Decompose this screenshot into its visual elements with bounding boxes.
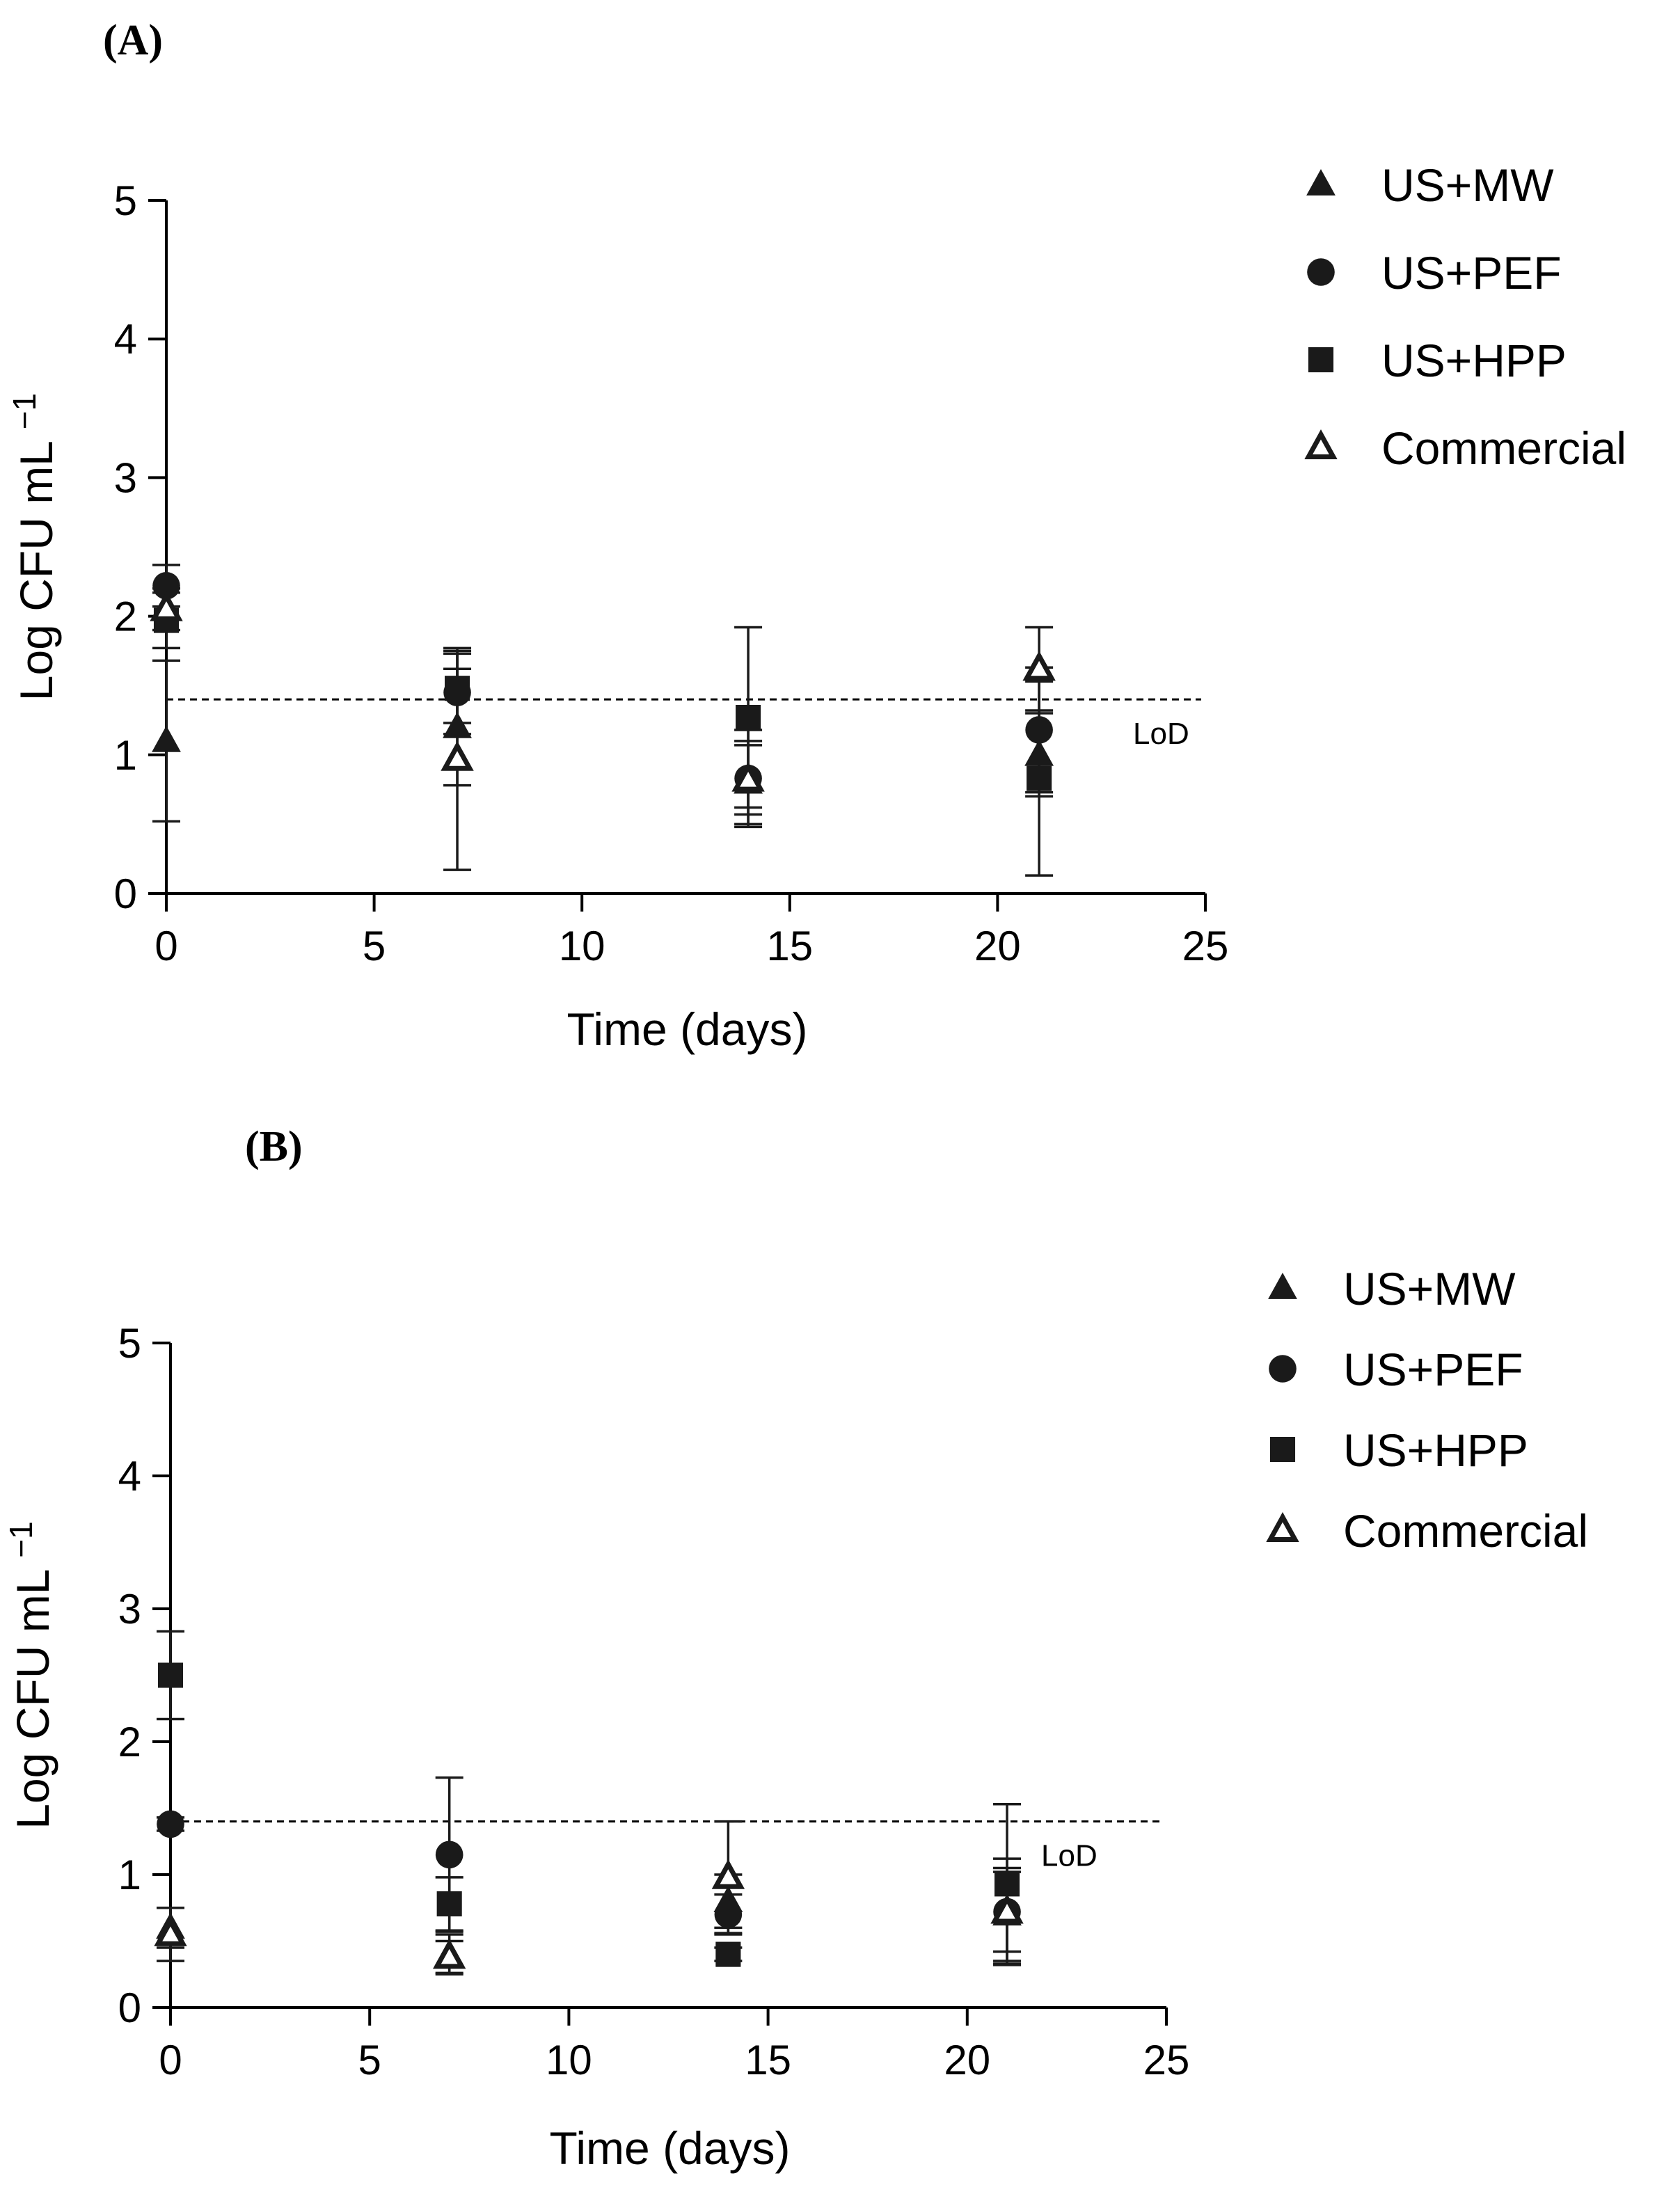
y-tick-label: 2 [118, 1719, 141, 1765]
x-tick-label: 15 [745, 2037, 791, 2083]
panel-a: (A) 0 1 2 3 4 5 0 5 10 15 20 25 Time (days) Log CFU mL… [6, 17, 1626, 1055]
x-tick-label: 0 [159, 2037, 182, 2083]
y-tick-label: 5 [118, 1320, 141, 1367]
data-point [150, 591, 183, 621]
data-point [154, 1916, 187, 1946]
x-tick-label: 25 [1143, 2037, 1190, 2083]
legend-label: US+PEF [1343, 1344, 1523, 1395]
legend-marker [1304, 429, 1338, 459]
legend-label: Commercial [1381, 422, 1626, 474]
legend-label: US+MW [1381, 159, 1554, 211]
x-axis-title: Time (days) [567, 1003, 808, 1055]
data-point [432, 1939, 466, 1969]
legend-marker [1266, 1512, 1299, 1542]
y-tick-label: 5 [114, 177, 137, 224]
series-us-hpp [157, 1630, 1022, 1967]
y-tick-label: 1 [114, 732, 137, 779]
x-tick-label: 10 [559, 923, 605, 969]
data-point [715, 1941, 741, 1967]
x-tick-label: 5 [363, 923, 386, 969]
data-point [731, 761, 765, 792]
data-point [436, 1891, 462, 1917]
series-commercial [150, 587, 1056, 871]
y-axis-title: Log CFU mL −1 [3, 1521, 58, 1829]
data-point [441, 740, 474, 771]
lod-label: LoD [1041, 1839, 1097, 1873]
data-point [157, 1810, 184, 1838]
panel-label: (B) [245, 1123, 303, 1170]
y-tick-label: 0 [118, 1985, 141, 2031]
y-tick-label: 4 [114, 316, 137, 363]
y-axis-title: Log CFU mL −1 [6, 393, 62, 701]
panel-label: (A) [103, 17, 163, 64]
legend: US+MW US+PEF US+HPP Commercial [1304, 159, 1626, 474]
x-axis-title: Time (days) [550, 2122, 791, 2174]
y-axis-title-superscript: −1 [3, 1521, 39, 1557]
y-axis-title-superscript: −1 [6, 393, 42, 429]
legend: US+MW US+PEF US+HPP Commercial [1266, 1263, 1588, 1557]
data-point [1022, 651, 1056, 681]
legend-marker [1269, 1355, 1297, 1383]
legend-marker [1268, 1273, 1297, 1299]
y-axis-title-text: Log CFU mL [10, 429, 62, 701]
x-tick-label: 0 [154, 923, 177, 969]
legend-label: US+PEF [1381, 247, 1562, 299]
series-us-pef [152, 564, 1054, 829]
x-tick-label: 20 [974, 923, 1021, 969]
data-point [435, 1841, 463, 1869]
x-tick-label: 20 [944, 2037, 990, 2083]
y-tick-label: 4 [118, 1453, 141, 1500]
series-us-mw [152, 659, 1054, 826]
legend-label: US+HPP [1343, 1424, 1528, 1476]
y-tick-label: 3 [114, 454, 137, 501]
y-tick-label: 1 [118, 1852, 141, 1898]
series-us-hpp [152, 591, 1054, 877]
lod-label: LoD [1133, 717, 1189, 751]
data-point [152, 725, 181, 752]
legend-marker [1308, 347, 1334, 373]
y-tick-label: 0 [114, 871, 137, 917]
data-point [157, 1662, 184, 1688]
legend-marker [1307, 258, 1335, 286]
legend-marker [1269, 1436, 1296, 1463]
data-point [990, 1893, 1024, 1924]
panel-b: (B) 0 1 2 3 4 5 0 5 10 15 20 25 Time (days) Log CFU mL… [3, 1123, 1588, 2174]
series-commercial [154, 1820, 1024, 1975]
series-us-pef [157, 1776, 1022, 1966]
legend-marker [1306, 169, 1336, 196]
x-tick-label: 10 [546, 2037, 592, 2083]
series-us-mw [156, 1866, 1022, 1976]
y-tick-label: 2 [114, 594, 137, 640]
x-tick-label: 5 [358, 2037, 381, 2083]
y-axis-title-text: Log CFU mL [7, 1558, 58, 1829]
data-point [711, 1859, 745, 1889]
x-tick-label: 15 [766, 923, 813, 969]
legend-label: Commercial [1343, 1505, 1588, 1557]
x-tick-label: 25 [1182, 923, 1229, 969]
data-point [736, 704, 761, 731]
legend-label: US+MW [1343, 1263, 1516, 1314]
y-tick-label: 3 [118, 1586, 141, 1632]
legend-label: US+HPP [1381, 335, 1567, 386]
data-point [1027, 765, 1052, 791]
